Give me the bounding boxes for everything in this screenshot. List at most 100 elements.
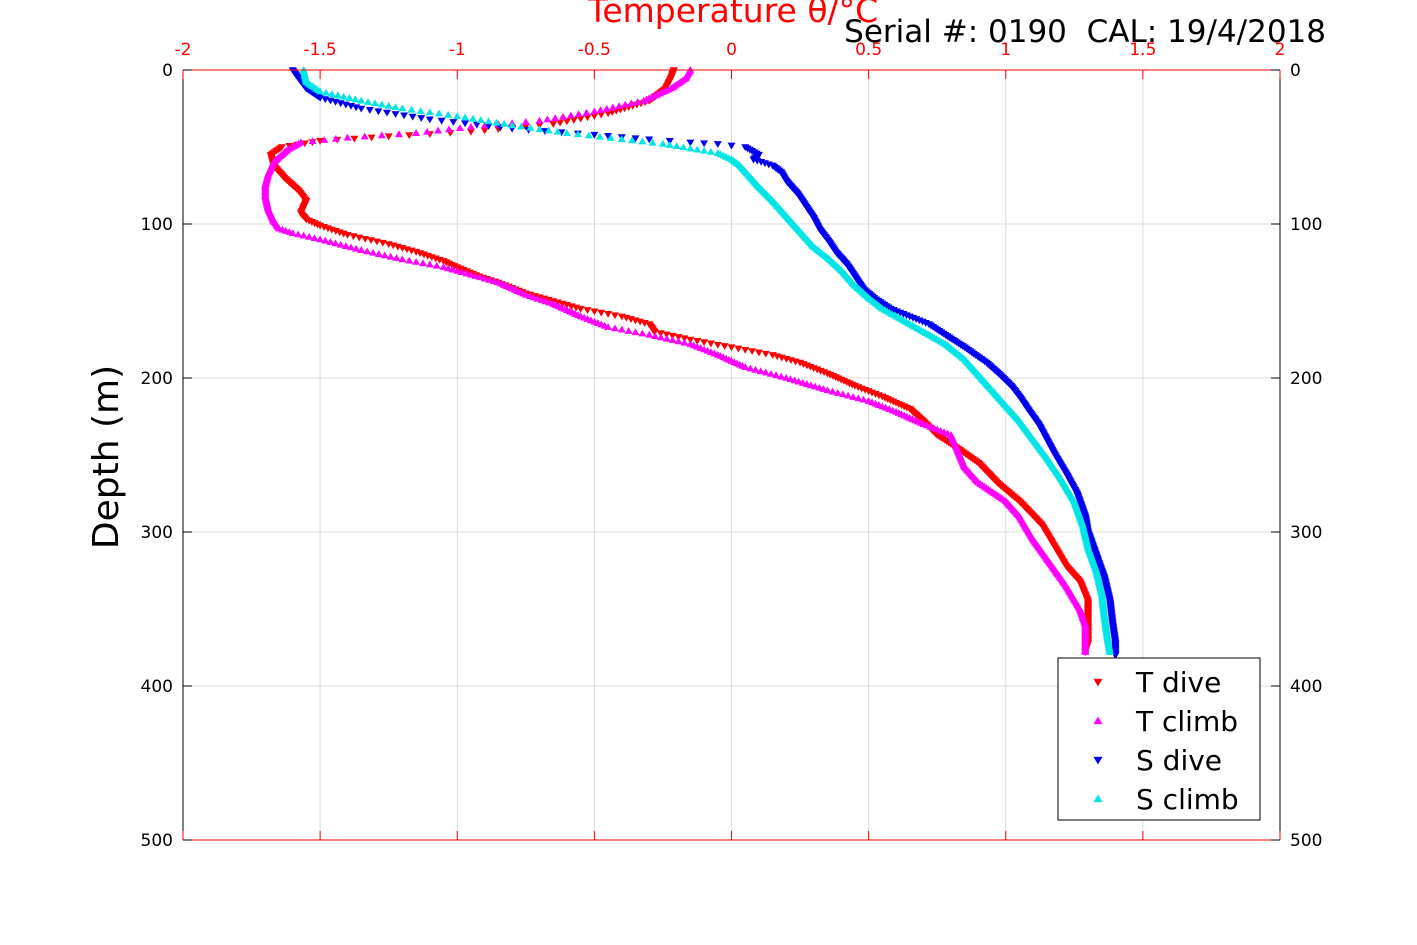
- x-tick-label: 0: [726, 40, 737, 60]
- data-point: [656, 333, 665, 341]
- data-point: [398, 255, 407, 263]
- data-point: [412, 129, 421, 136]
- data-point: [668, 332, 677, 340]
- data-point: [526, 124, 535, 131]
- data-point: [377, 100, 386, 108]
- data-point: [350, 135, 359, 143]
- data-point: [423, 127, 432, 135]
- data-point: [559, 112, 568, 120]
- data-point: [756, 367, 765, 375]
- series-t-climb: [261, 66, 1090, 655]
- data-point: [434, 126, 443, 134]
- data-point: [343, 231, 352, 239]
- data-point: [849, 393, 858, 400]
- data-point: [425, 116, 434, 124]
- data-point: [828, 387, 837, 395]
- legend-box: [1057, 657, 1261, 821]
- data-point: [590, 113, 599, 120]
- data-point: [777, 372, 786, 380]
- data-point: [606, 134, 615, 141]
- data-point: [680, 338, 689, 346]
- data-point: [480, 274, 489, 282]
- data-point: [734, 345, 743, 353]
- data-point: [823, 386, 832, 394]
- data-point: [549, 121, 558, 128]
- data-point: [672, 142, 681, 150]
- data-point: [398, 104, 407, 112]
- data-point: [382, 109, 391, 117]
- data-point: [662, 334, 671, 342]
- legend-label: T climb: [1135, 705, 1238, 738]
- data-point: [566, 111, 575, 119]
- y-tick-label-right: 0: [1290, 61, 1301, 81]
- data-point: [562, 129, 571, 136]
- data-point: [308, 137, 317, 145]
- data-point: [331, 134, 340, 142]
- data-point: [457, 268, 466, 276]
- data-point: [720, 343, 729, 350]
- data-point: [476, 273, 485, 281]
- data-point: [639, 96, 648, 104]
- data-point: [761, 350, 770, 358]
- data-points: [261, 66, 1120, 660]
- data-point: [631, 328, 640, 336]
- data-point: [363, 247, 372, 255]
- data-point: [370, 99, 379, 107]
- data-point: [617, 135, 626, 143]
- data-point: [658, 139, 667, 147]
- data-point: [576, 305, 585, 313]
- data-point: [484, 123, 493, 130]
- data-point: [638, 329, 647, 337]
- data-point: [341, 242, 350, 249]
- data-point: [461, 120, 470, 128]
- data-point: [604, 323, 613, 330]
- data-point: [327, 90, 336, 97]
- data-point: [449, 119, 458, 126]
- data-point: [645, 330, 654, 338]
- data-point: [686, 144, 695, 152]
- data-point: [343, 133, 352, 141]
- serial-annotation: Serial #: 0190 CAL: 19/4/2018: [844, 14, 1326, 50]
- data-point: [521, 118, 530, 125]
- data-point: [631, 135, 640, 143]
- data-point: [316, 235, 325, 243]
- data-point: [748, 348, 757, 356]
- data-point: [582, 108, 591, 116]
- data-point: [416, 107, 425, 114]
- data-point: [583, 114, 592, 122]
- data-point: [633, 98, 642, 105]
- data-point: [355, 234, 364, 242]
- chart-title: Temperature θ/°C: [587, 0, 878, 30]
- data-point: [466, 122, 475, 130]
- data-point: [316, 87, 325, 95]
- data-point: [679, 143, 688, 151]
- y-tick-label-right: 500: [1290, 831, 1322, 851]
- data-point: [384, 101, 393, 109]
- x-tick-label: -2: [175, 40, 192, 60]
- data-point: [299, 231, 308, 239]
- data-point: [746, 364, 755, 372]
- data-point: [680, 335, 689, 343]
- data-point: [668, 336, 677, 343]
- data-point: [322, 88, 331, 96]
- legend-marker: [1093, 716, 1103, 725]
- data-point: [544, 126, 553, 134]
- data-point: [378, 239, 387, 247]
- data-point: [656, 330, 665, 338]
- data-point: [751, 365, 760, 373]
- data-point: [543, 115, 552, 123]
- x-tick-label: -1.5: [304, 40, 337, 60]
- data-point: [321, 236, 330, 244]
- data-point: [576, 115, 585, 123]
- data-point: [432, 261, 441, 269]
- data-point: [535, 125, 544, 133]
- data-point: [489, 277, 498, 285]
- data-point: [367, 237, 376, 245]
- data-point: [345, 94, 354, 101]
- data-point: [455, 124, 464, 132]
- data-point: [352, 244, 361, 252]
- data-point: [484, 117, 493, 125]
- data-point: [508, 121, 517, 129]
- data-point: [365, 107, 374, 114]
- data-point: [1105, 648, 1114, 655]
